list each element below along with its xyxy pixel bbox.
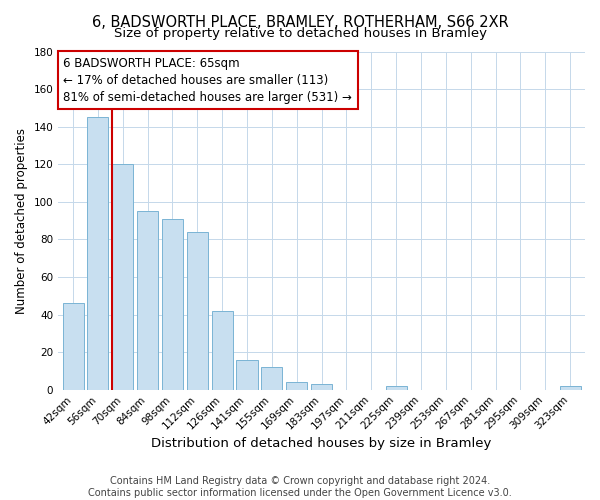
Bar bbox=[187, 232, 208, 390]
Bar bbox=[162, 218, 183, 390]
Bar bbox=[311, 384, 332, 390]
Bar bbox=[137, 211, 158, 390]
Text: 6 BADSWORTH PLACE: 65sqm
← 17% of detached houses are smaller (113)
81% of semi-: 6 BADSWORTH PLACE: 65sqm ← 17% of detach… bbox=[64, 56, 352, 104]
Text: 6, BADSWORTH PLACE, BRAMLEY, ROTHERHAM, S66 2XR: 6, BADSWORTH PLACE, BRAMLEY, ROTHERHAM, … bbox=[92, 15, 508, 30]
Bar bbox=[62, 304, 83, 390]
Bar bbox=[212, 311, 233, 390]
Bar bbox=[386, 386, 407, 390]
Bar bbox=[262, 367, 283, 390]
Bar bbox=[560, 386, 581, 390]
Text: Contains HM Land Registry data © Crown copyright and database right 2024.
Contai: Contains HM Land Registry data © Crown c… bbox=[88, 476, 512, 498]
Bar bbox=[88, 118, 109, 390]
Text: Size of property relative to detached houses in Bramley: Size of property relative to detached ho… bbox=[113, 28, 487, 40]
X-axis label: Distribution of detached houses by size in Bramley: Distribution of detached houses by size … bbox=[151, 437, 492, 450]
Bar bbox=[236, 360, 257, 390]
Bar bbox=[286, 382, 307, 390]
Y-axis label: Number of detached properties: Number of detached properties bbox=[15, 128, 28, 314]
Bar bbox=[112, 164, 133, 390]
